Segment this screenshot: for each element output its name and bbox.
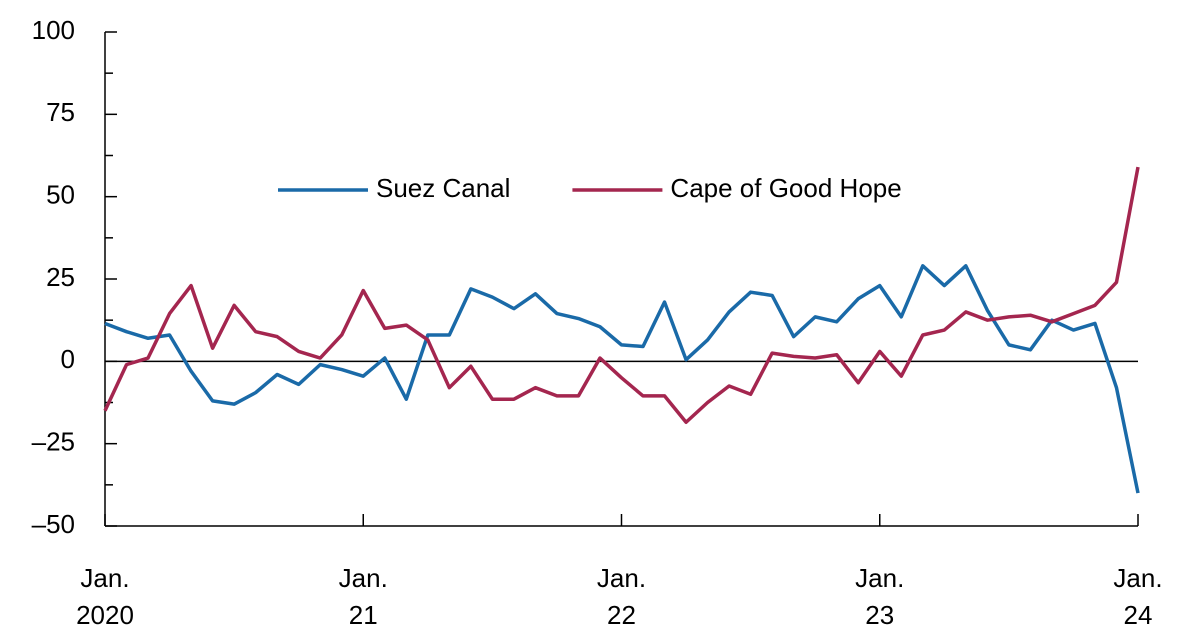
x-tick-label: Jan. 2020 [76, 563, 134, 630]
y-tick-label: 75 [46, 97, 75, 127]
y-tick-label: 25 [46, 262, 75, 292]
y-tick-label: 0 [61, 344, 75, 374]
x-tick-label: Jan. 22 [597, 563, 646, 630]
legend-label: Cape of Good Hope [670, 173, 901, 203]
y-tick-label: –25 [32, 427, 75, 457]
legend-label: Suez Canal [376, 173, 510, 203]
y-tick-label: 50 [46, 180, 75, 210]
x-tick-label: Jan. 21 [339, 563, 388, 630]
y-tick-label: –50 [32, 509, 75, 539]
series-line [103, 166, 1140, 425]
x-tick-label: Jan. 24 [1113, 563, 1162, 630]
x-tick-label: Jan. 23 [855, 563, 904, 630]
series-line [104, 264, 1140, 494]
y-tick-label: 100 [32, 15, 75, 45]
